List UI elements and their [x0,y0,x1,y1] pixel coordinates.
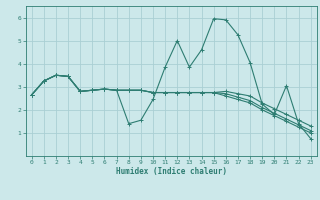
X-axis label: Humidex (Indice chaleur): Humidex (Indice chaleur) [116,167,227,176]
